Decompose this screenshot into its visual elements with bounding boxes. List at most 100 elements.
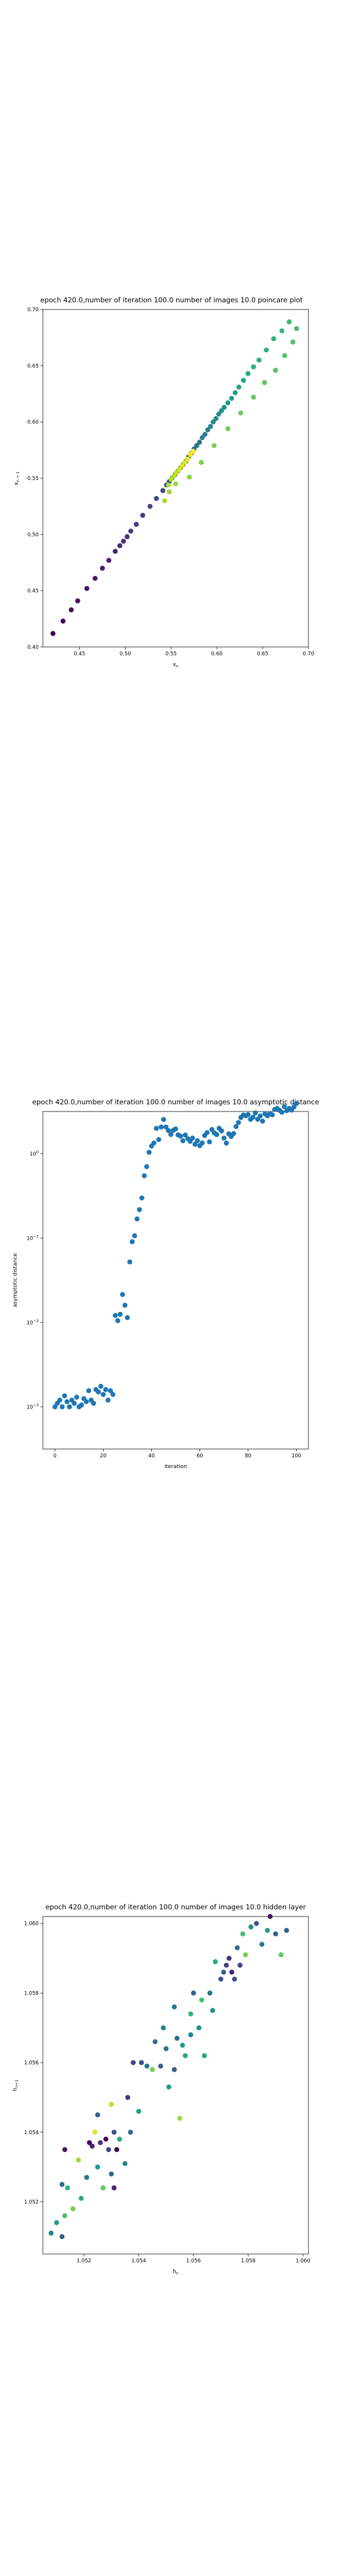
- hidden-layer-point: [174, 2036, 180, 2041]
- hidden-layer-point: [240, 1931, 245, 1937]
- poincare-point: [99, 565, 105, 571]
- asymptotic-ytick-label: 10−2: [26, 1318, 39, 1326]
- hidden-layer-point: [100, 2185, 106, 2191]
- asymptotic-point: [204, 1130, 210, 1135]
- hidden-layer-point: [199, 1997, 204, 2003]
- hidden-layer-point: [92, 2129, 98, 2135]
- asymptotic-point: [64, 1399, 70, 1404]
- poincare-point: [273, 367, 278, 373]
- hidden-layer-point: [223, 1962, 229, 1968]
- poincare-point: [225, 426, 230, 432]
- poincare-point: [205, 427, 211, 433]
- asymptotic-point: [163, 1124, 169, 1130]
- asymptotic-point: [180, 1138, 186, 1144]
- hidden-layer-point: [136, 2109, 142, 2114]
- asymptotic-point: [136, 1207, 142, 1212]
- asymptotic-distance-area: [42, 1111, 309, 1450]
- asymptotic-point: [120, 1292, 125, 1298]
- asymptotic-point: [86, 1388, 92, 1394]
- poincare-xtick-label: 0.45: [74, 651, 85, 657]
- asymptotic-point: [83, 1399, 89, 1404]
- hidden-layer-point: [210, 2008, 216, 2013]
- poincare-point: [60, 618, 66, 624]
- asymptotic-point: [183, 1132, 188, 1138]
- poincare-point: [194, 443, 199, 448]
- asymptotic-ytick-label: 10−1: [26, 1234, 39, 1241]
- poincare-point: [147, 503, 153, 509]
- asymptotic-point: [132, 1233, 138, 1239]
- poincare-xtick-label: 0.60: [211, 651, 223, 657]
- hidden-layer-point: [48, 2230, 54, 2236]
- hidden-layer-point: [188, 2032, 194, 2038]
- asymptotic-point: [207, 1139, 212, 1145]
- asymptotic-point: [139, 1195, 145, 1201]
- hidden-layer-point: [149, 2067, 155, 2072]
- hidden-layer-point: [144, 2063, 149, 2069]
- hidden-layer-ytick-label: 1.060: [24, 1921, 39, 1927]
- hidden-layer-point: [86, 2140, 92, 2145]
- poincare-plot-area: [42, 309, 309, 648]
- hidden-layer-point: [166, 2084, 172, 2090]
- poincare-ytick-label: 0.60: [27, 420, 39, 426]
- asymptotic-point: [142, 1173, 147, 1179]
- hidden-layer-ytick-label: 1.052: [24, 2199, 39, 2205]
- asymptotic-point: [74, 1394, 79, 1400]
- hidden-layer-point: [122, 2161, 128, 2166]
- poincare-point: [264, 347, 269, 353]
- poincare-plot: epoch 420.0,number of iteration 100.0 nu…: [14, 296, 314, 668]
- asymptotic-point: [117, 1311, 123, 1317]
- asymptotic-point: [124, 1315, 130, 1320]
- asymptotic-point: [236, 1120, 241, 1125]
- asymptotic-point: [103, 1387, 108, 1392]
- poincare-point: [213, 416, 219, 422]
- asymptotic-point: [98, 1383, 104, 1389]
- poincare-point: [160, 488, 166, 493]
- poincare-point: [216, 411, 222, 417]
- hidden-layer-point: [188, 2011, 194, 2017]
- poincare-point: [162, 498, 167, 503]
- poincare-point: [75, 598, 80, 603]
- hidden-layer-xtick-label: 1.058: [241, 2258, 256, 2264]
- asymptotic-point: [166, 1128, 172, 1134]
- hidden-layer-point: [161, 2025, 166, 2030]
- poincare-point: [68, 607, 74, 612]
- hidden-layer-point: [111, 2129, 117, 2135]
- poincare-point: [219, 408, 224, 413]
- hidden-layer-point: [229, 1970, 235, 1975]
- asymptotic-point: [91, 1401, 96, 1406]
- asymptotic-point: [158, 1124, 164, 1130]
- hidden-layer-plot: epoch 420.0,number of iteration 100.0 nu…: [13, 1903, 310, 2275]
- asymptotic-point: [231, 1131, 236, 1137]
- poincare-xtick-label: 0.70: [303, 651, 314, 657]
- poincare-point: [50, 631, 56, 636]
- asymptotic-point: [214, 1132, 220, 1137]
- asymptotic-point: [245, 1111, 251, 1117]
- hidden-layer-xtick-label: 1.060: [295, 2258, 310, 2264]
- poincare-point: [92, 575, 98, 581]
- hidden-layer-point: [54, 2220, 60, 2225]
- poincare-xlabel: xn: [173, 662, 178, 668]
- hidden-layer-point: [248, 1924, 254, 1930]
- poincare-point: [236, 384, 242, 390]
- asymptotic-xlabel: iteration: [164, 1464, 187, 1470]
- poincare-ytick-label: 0.55: [27, 476, 39, 482]
- poincare-point: [188, 452, 193, 457]
- hidden-layer-point: [59, 2182, 65, 2187]
- poincare-point: [191, 448, 196, 454]
- poincare-point: [232, 390, 238, 395]
- poincare-point: [245, 371, 251, 376]
- poincare-point: [222, 404, 227, 410]
- hidden-layer-ylabel: hn+1: [13, 2079, 19, 2091]
- hidden-layer-point: [284, 1928, 289, 1933]
- hidden-layer-point: [267, 1914, 273, 1919]
- hidden-layer-point: [130, 2060, 136, 2066]
- asymptotic-point: [260, 1118, 266, 1124]
- poincare-point: [279, 328, 285, 334]
- poincare-point: [229, 395, 235, 401]
- poincare-point: [208, 424, 213, 429]
- asymptotic-xtick-label: 0: [54, 1453, 57, 1459]
- hidden-layer-point: [235, 1945, 240, 1950]
- poincare-point: [176, 466, 182, 472]
- asymptotic-point: [269, 1112, 275, 1117]
- poincare-point: [140, 513, 145, 518]
